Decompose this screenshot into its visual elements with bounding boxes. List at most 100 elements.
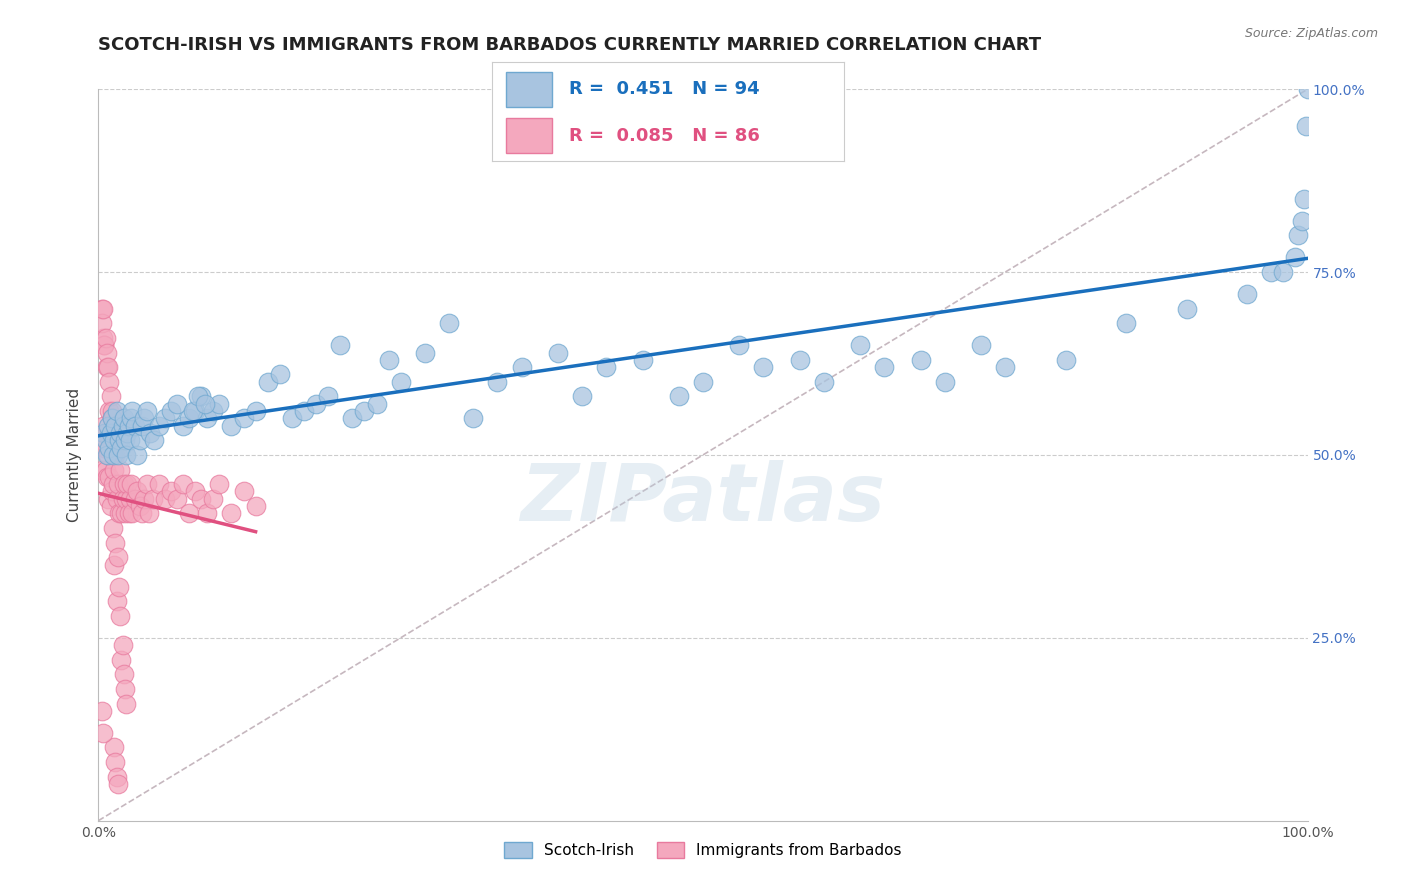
Point xyxy=(1115,316,1137,330)
Point xyxy=(595,360,617,375)
Point xyxy=(138,507,160,521)
Point xyxy=(245,404,267,418)
Point xyxy=(281,411,304,425)
Point xyxy=(970,338,993,352)
Point xyxy=(114,681,136,696)
Point xyxy=(120,477,142,491)
Point xyxy=(107,777,129,791)
Point xyxy=(910,352,932,367)
Point xyxy=(547,345,569,359)
Point xyxy=(120,411,142,425)
Point xyxy=(190,389,212,403)
Point xyxy=(153,411,176,425)
Point xyxy=(98,441,121,455)
Point xyxy=(115,697,138,711)
Point xyxy=(202,404,225,418)
Point xyxy=(124,491,146,506)
Point xyxy=(181,404,204,418)
Point xyxy=(195,411,218,425)
Point xyxy=(111,491,134,506)
Point xyxy=(108,507,131,521)
Point xyxy=(134,491,156,506)
Point xyxy=(91,726,114,740)
Point xyxy=(108,434,131,448)
Legend: Scotch-Irish, Immigrants from Barbados: Scotch-Irish, Immigrants from Barbados xyxy=(498,836,908,864)
Point xyxy=(128,434,150,448)
Point xyxy=(1295,119,1317,133)
Point xyxy=(221,507,243,521)
Bar xyxy=(506,119,551,153)
Point xyxy=(97,448,120,462)
Point xyxy=(221,418,243,433)
Point xyxy=(190,491,212,506)
Point xyxy=(124,418,146,433)
Point xyxy=(90,434,112,448)
Point xyxy=(1291,214,1313,228)
Point xyxy=(1296,82,1319,96)
Point xyxy=(148,418,170,433)
Point xyxy=(108,580,131,594)
Point xyxy=(153,491,176,506)
Point xyxy=(510,360,533,375)
Point xyxy=(208,397,231,411)
Point xyxy=(91,301,114,316)
Point xyxy=(142,491,165,506)
Point xyxy=(194,397,217,411)
Point xyxy=(103,434,125,448)
Point xyxy=(128,499,150,513)
Point xyxy=(108,608,131,623)
Point xyxy=(292,404,315,418)
Point xyxy=(96,345,118,359)
Point xyxy=(135,404,157,418)
Point xyxy=(134,411,156,425)
Point xyxy=(305,397,328,411)
Point xyxy=(117,425,139,440)
Point xyxy=(1286,228,1309,243)
Point xyxy=(121,507,143,521)
Point xyxy=(97,418,120,433)
Point xyxy=(110,507,132,521)
Point xyxy=(1292,192,1315,206)
Point xyxy=(91,704,114,718)
Point xyxy=(934,375,956,389)
Point xyxy=(115,491,138,506)
Point xyxy=(256,375,278,389)
Point xyxy=(187,389,209,403)
Point xyxy=(104,755,127,769)
Point xyxy=(148,477,170,491)
Point xyxy=(111,638,134,652)
Point xyxy=(179,411,201,425)
Y-axis label: Currently Married: Currently Married xyxy=(67,388,83,522)
Point xyxy=(245,499,267,513)
Point xyxy=(118,434,141,448)
Point xyxy=(184,484,207,499)
Text: SCOTCH-IRISH VS IMMIGRANTS FROM BARBADOS CURRENTLY MARRIED CORRELATION CHART: SCOTCH-IRISH VS IMMIGRANTS FROM BARBADOS… xyxy=(98,36,1042,54)
Point xyxy=(103,740,125,755)
Point xyxy=(91,331,114,345)
Point xyxy=(98,470,121,484)
Point xyxy=(316,389,339,403)
Point xyxy=(100,411,122,425)
Point xyxy=(463,411,485,425)
Point xyxy=(94,434,117,448)
Point xyxy=(486,375,509,389)
Point xyxy=(94,425,117,440)
Point xyxy=(121,404,143,418)
Point xyxy=(789,352,811,367)
Point xyxy=(104,448,127,462)
Point xyxy=(1272,265,1295,279)
Point xyxy=(100,425,122,440)
Point xyxy=(232,484,254,499)
Point xyxy=(342,411,364,425)
Point xyxy=(131,418,153,433)
Point xyxy=(202,491,225,506)
Point xyxy=(849,338,872,352)
Point xyxy=(101,448,124,462)
Point xyxy=(1236,287,1258,301)
Text: R =  0.451   N = 94: R = 0.451 N = 94 xyxy=(569,80,761,98)
Point xyxy=(631,352,654,367)
Point xyxy=(172,477,194,491)
Point xyxy=(179,507,201,521)
Point xyxy=(208,477,231,491)
Point xyxy=(115,448,138,462)
